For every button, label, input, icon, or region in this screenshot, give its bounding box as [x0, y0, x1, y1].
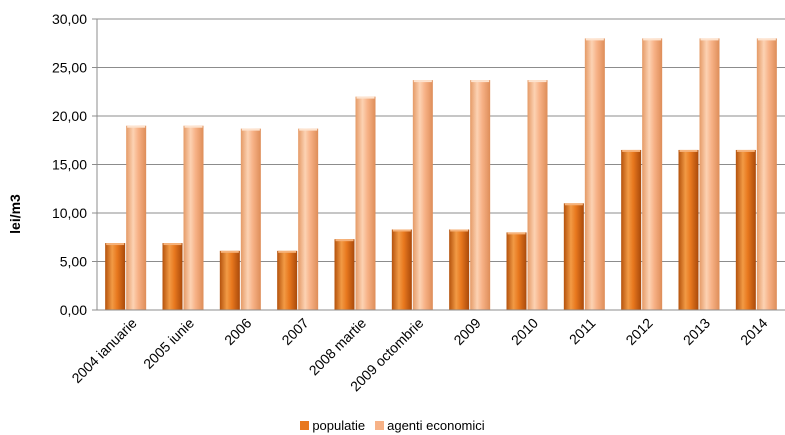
- y-tick-label: 5,00: [60, 254, 87, 270]
- x-tick-label: 2004 ianuarie: [68, 315, 139, 386]
- bar-agenti-economici: [527, 80, 548, 310]
- x-tick-label: 2011: [566, 315, 599, 348]
- bar-populatie-cap: [335, 239, 354, 242]
- bar-agenti-economici-cap: [700, 38, 719, 41]
- bar-populatie: [621, 149, 642, 310]
- bar-agenti-economici: [355, 96, 376, 310]
- bar-agenti-economici-cap: [184, 125, 203, 128]
- bar-populatie-cap: [278, 250, 297, 253]
- x-tick-label: 2013: [680, 315, 713, 348]
- bar-populatie: [563, 203, 584, 310]
- bar-populatie: [449, 229, 470, 310]
- bar-populatie-cap: [450, 229, 469, 232]
- x-tick-label: 2006: [221, 315, 254, 348]
- legend-item-populatie: populatie: [300, 418, 365, 433]
- y-tick-label: 10,00: [52, 205, 87, 221]
- y-tick-label: 30,00: [52, 11, 87, 27]
- bar-populatie-cap: [622, 149, 641, 152]
- x-tick-label: 2009: [450, 315, 483, 348]
- legend-swatch-agenti-economici: [375, 420, 385, 430]
- bar-populatie-cap: [392, 229, 411, 232]
- gridlines: [97, 18, 785, 311]
- legend-item-agenti-economici: agenti economici: [375, 418, 485, 433]
- bar-populatie: [334, 239, 355, 310]
- y-tick-label: 20,00: [52, 108, 87, 124]
- bar-populatie: [678, 149, 699, 310]
- x-tick-label: 2014: [737, 315, 770, 348]
- legend: populatie agenti economici: [0, 416, 785, 434]
- bar-agenti-economici: [126, 125, 147, 310]
- bar-agenti-economici-cap: [471, 80, 490, 83]
- bars: [105, 38, 777, 311]
- bar-agenti-economici: [756, 38, 777, 311]
- bar-agenti-economici-cap: [299, 128, 318, 131]
- bar-agenti-economici: [699, 38, 720, 311]
- bar-agenti-economici-cap: [528, 80, 547, 83]
- bar-populatie-cap: [507, 232, 526, 235]
- bar-agenti-economici-cap: [413, 80, 432, 83]
- bar-agenti-economici-cap: [757, 38, 776, 41]
- bar-populatie-cap: [679, 149, 698, 152]
- bar-populatie-cap: [163, 243, 182, 246]
- bar-agenti-economici-cap: [643, 38, 662, 41]
- bar-populatie-cap: [106, 243, 125, 246]
- bar-agenti-economici: [470, 80, 491, 310]
- bar-agenti-economici: [240, 128, 261, 310]
- y-tick-label: 25,00: [52, 60, 87, 76]
- x-tick-label: 2012: [622, 315, 655, 348]
- bar-populatie: [219, 250, 240, 310]
- bar-agenti-economici: [642, 38, 663, 311]
- bar-populatie: [105, 243, 126, 310]
- bar-agenti-economici: [298, 128, 319, 310]
- bar-populatie: [162, 243, 183, 310]
- x-tick-label: 2008 martie: [306, 315, 370, 379]
- bar-agenti-economici-cap: [356, 96, 375, 99]
- bar-populatie: [735, 149, 756, 310]
- y-tick-label: 0,00: [60, 302, 87, 318]
- legend-label-agenti-economici: agenti economici: [387, 417, 485, 433]
- bar-agenti-economici-cap: [241, 128, 260, 131]
- y-axis-ticks: 0,00 5,00 10,00 15,00 20,00 25,00 30,00: [52, 11, 97, 318]
- axes: [96, 19, 785, 311]
- bar-agenti-economici-cap: [127, 125, 146, 128]
- bar-populatie-cap: [564, 203, 583, 206]
- bar-populatie: [506, 232, 527, 310]
- x-tick-label: 2005 iunie: [140, 315, 197, 372]
- x-tick-label: 2007: [278, 315, 311, 348]
- x-tick-label: 2010: [508, 315, 541, 348]
- bar-agenti-economici-cap: [585, 38, 604, 41]
- legend-swatch-populatie: [300, 420, 310, 430]
- y-axis-label: lei/m3: [7, 194, 23, 234]
- y-tick-label: 15,00: [52, 157, 87, 173]
- bar-populatie-cap: [220, 250, 239, 253]
- legend-label-populatie: populatie: [312, 417, 366, 433]
- bar-agenti-economici: [412, 80, 433, 310]
- bar-populatie: [391, 229, 412, 310]
- bar-agenti-economici: [183, 125, 204, 310]
- bar-agenti-economici: [584, 38, 605, 311]
- bar-populatie: [277, 250, 298, 310]
- bar-populatie-cap: [736, 149, 755, 152]
